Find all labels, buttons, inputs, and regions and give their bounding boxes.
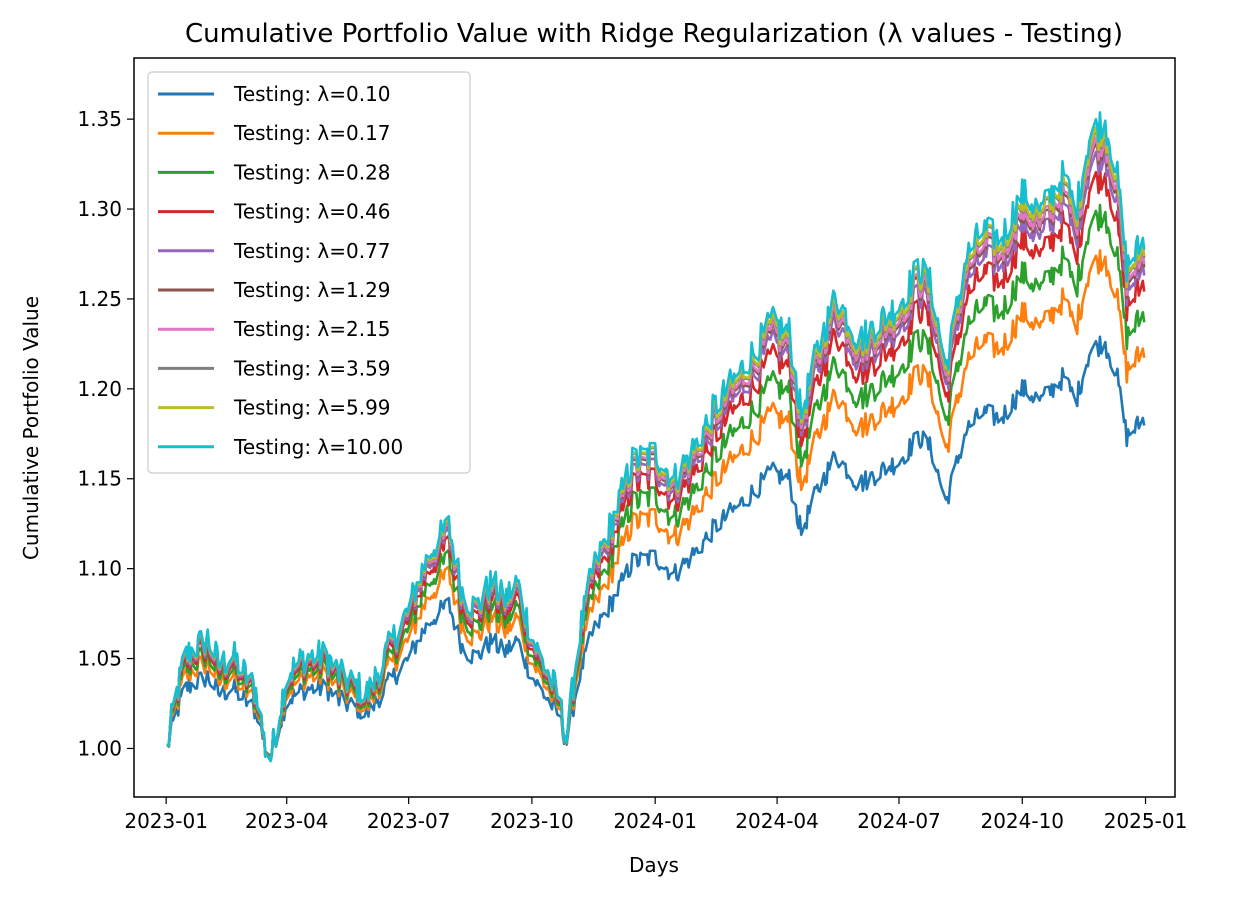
x-axis-label: Days — [629, 853, 679, 877]
legend: Testing: λ=0.10 Testing: λ=0.17 Testing: λ… — [147, 71, 471, 474]
x-tick-label: 2023-01 — [124, 809, 208, 833]
x-axis: 2023-01 2023-04 2023-07 2023-10 2024-01 2024-… — [124, 797, 1187, 833]
x-tick-label: 2024-07 — [857, 809, 941, 833]
legend-label: Testing: λ=0.77 — [233, 239, 391, 263]
legend-label: Testing: λ=5.99 — [233, 396, 391, 420]
y-tick-label: 1.00 — [77, 736, 122, 760]
legend-label: Testing: λ=2.15 — [233, 317, 391, 341]
legend-label: Testing: λ=0.46 — [233, 200, 391, 224]
x-tick-label: 2024-10 — [980, 809, 1064, 833]
y-axis: 1.00 1.05 1.10 1.15 1.20 1.25 1.30 1.35 — [77, 107, 134, 760]
y-axis-label: Cumulative Portfolio Value — [19, 296, 43, 560]
x-tick-label: 2023-04 — [245, 809, 329, 833]
plot-frame — [133, 57, 1176, 798]
y-tick-label: 1.10 — [77, 557, 122, 581]
x-tick-label: 2024-04 — [735, 809, 819, 833]
y-tick-label: 1.15 — [77, 467, 122, 491]
chart-title: Cumulative Portfolio Value with Ridge Re… — [185, 19, 1123, 49]
y-tick-label: 1.25 — [77, 287, 122, 311]
legend-label: Testing: λ=0.10 — [233, 82, 391, 106]
legend-label: Testing: λ=10.00 — [233, 435, 403, 459]
y-tick-label: 1.20 — [77, 377, 122, 401]
legend-label: Testing: λ=0.28 — [233, 160, 391, 184]
legend-label: Testing: λ=0.17 — [233, 121, 391, 145]
legend-box — [147, 71, 471, 474]
x-tick-label: 2024-01 — [613, 809, 697, 833]
legend-label: Testing: λ=3.59 — [233, 356, 391, 380]
series-layer — [166, 111, 1146, 763]
x-tick-label: 2023-10 — [490, 809, 574, 833]
x-tick-label: 2025-01 — [1104, 809, 1188, 833]
y-tick-label: 1.35 — [77, 107, 122, 131]
y-tick-label: 1.05 — [77, 647, 122, 671]
legend-label: Testing: λ=1.29 — [233, 278, 391, 302]
series-line-testing-10-00 — [166, 111, 1146, 763]
y-tick-label: 1.30 — [77, 197, 122, 221]
x-tick-label: 2023-07 — [367, 809, 451, 833]
